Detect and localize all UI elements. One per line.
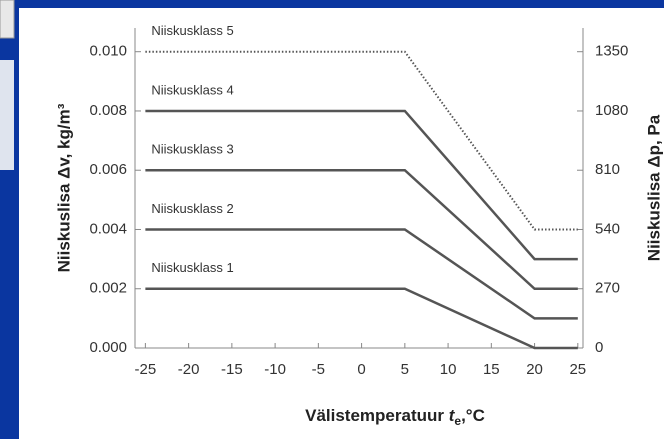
x-label-unit: ,°C: [461, 406, 485, 425]
x-tick-label: -10: [264, 361, 286, 378]
window-fragment: [0, 60, 14, 170]
x-tick-label: -20: [178, 361, 200, 378]
y-tick-label: 0.004: [89, 220, 127, 237]
series-label-bg: [147, 81, 260, 100]
series-label: Niiskusklass 3: [151, 142, 233, 157]
y2-axis-label: Niiskuslisa Δp, Pa: [644, 114, 663, 261]
x-tick-label: 20: [526, 361, 543, 378]
x-tick-label: 25: [569, 361, 586, 378]
y2-tick-label: 270: [595, 280, 620, 297]
x-label-var: t: [449, 406, 456, 425]
y-axis-label: Niiskuslisa Δv, kg/m³: [54, 103, 73, 272]
x-tick-label: -5: [312, 361, 325, 378]
x-label-sub: e: [454, 414, 461, 428]
y-tick-label: 0.006: [89, 161, 127, 178]
x-tick-label: 10: [440, 361, 457, 378]
x-axis-label: Välistemperatuur te,°C: [305, 406, 485, 428]
series-line: [145, 168, 578, 290]
y-tick-label: 0.002: [89, 280, 127, 297]
series-label: Niiskusklass 2: [151, 201, 233, 216]
x-tick-label: -25: [135, 361, 157, 378]
y-tick-label: 0.010: [89, 43, 127, 60]
series-line: [145, 287, 578, 350]
y-tick-label: 0.008: [89, 102, 127, 119]
y2-tick-label: 1080: [595, 102, 628, 119]
series-label: Niiskusklass 1: [151, 260, 233, 275]
x-tick-label: -15: [221, 361, 243, 378]
series-label-bg: [147, 141, 260, 160]
y2-tick-label: 0: [595, 339, 603, 356]
y2-tick-label: 810: [595, 161, 620, 178]
panel: [19, 8, 664, 439]
series-line: [145, 109, 578, 261]
series-label-bg: [147, 259, 260, 278]
y-tick-label: 0.000: [89, 339, 127, 356]
series-line: [145, 50, 578, 231]
y2-tick-label: 540: [595, 220, 620, 237]
x-tick-label: 15: [483, 361, 500, 378]
series-label: Niiskusklass 4: [151, 82, 233, 97]
x-tick-label: 0: [357, 361, 365, 378]
series-label-bg: [147, 200, 260, 219]
window-fragment: [0, 0, 15, 39]
series-label: Niiskusklass 5: [151, 23, 233, 38]
series-line: [145, 228, 578, 320]
x-label-text: Välistemperatuur: [305, 406, 449, 425]
x-tick-label: 5: [401, 361, 409, 378]
y2-tick-label: 1350: [595, 43, 628, 60]
series-label-bg: [147, 22, 260, 41]
